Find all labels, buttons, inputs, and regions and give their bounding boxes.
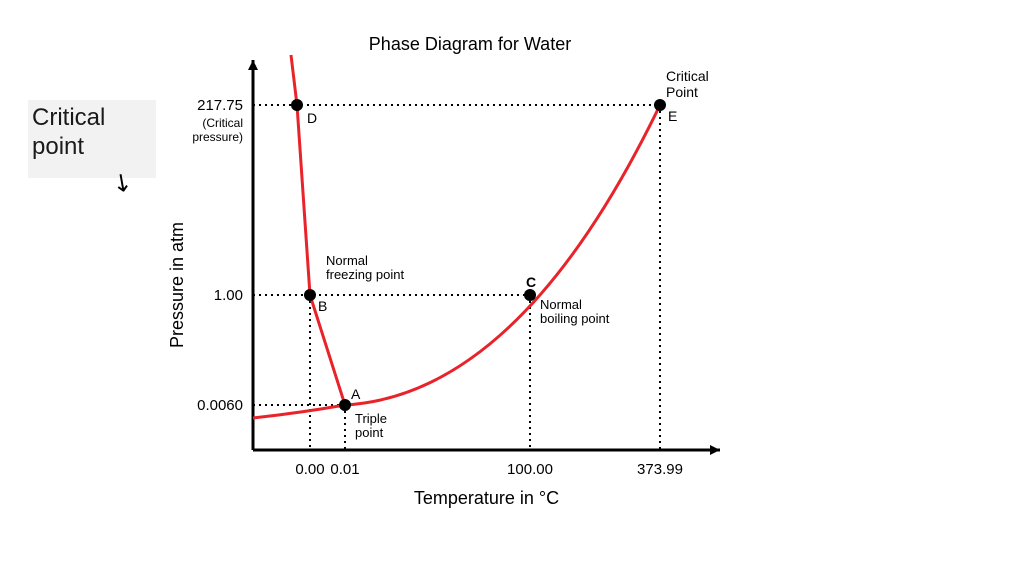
side-annotation-critical-point: Critical point [28,100,156,178]
label-triple-1: Triple [355,411,387,426]
ytick-2: 0.0060 [197,397,243,414]
label-triple-2: point [355,425,384,440]
label-nfp-2: freezing point [326,267,404,282]
x-axis-label: Temperature in °C [414,488,559,508]
ytick-1: 1.00 [214,287,243,304]
ytick-0: 217.75 [197,97,243,114]
label-crit-2: Point [666,84,698,100]
label-A: A [351,386,361,402]
ytick-sub1-0: (Critical [202,116,243,130]
point-A [339,399,351,411]
label-D: D [307,110,317,126]
point-D [291,99,303,111]
point-B [304,289,316,301]
label-nbp-2: boiling point [540,311,610,326]
label-nbp-1: Normal [540,297,582,312]
ytick-sub2-0: pressure) [192,130,243,144]
xtick-1: 0.01 [330,461,359,478]
point-C [524,289,536,301]
y-axis-arrow-icon [248,60,258,70]
x-axis-arrow-icon [710,445,720,455]
side-annotation-line2: point [32,133,152,162]
side-annotation-line1: Critical [32,104,152,133]
phase-diagram-svg: Phase Diagram for WaterABCDETriplepointN… [0,0,1024,576]
curve-solid-gas [253,405,345,418]
y-axis-label: Pressure in atm [167,222,187,348]
diagram-stage: { "title": "Phase Diagram for Water", "s… [0,0,1024,576]
xtick-2: 100.00 [507,461,553,478]
label-C: C [526,274,536,290]
label-crit-1: Critical [666,68,709,84]
curve-liquid-gas [345,105,660,405]
xtick-3: 373.99 [637,461,683,478]
label-B: B [318,298,327,314]
xtick-0: 0.00 [295,461,324,478]
point-E [654,99,666,111]
label-nfp-1: Normal [326,253,368,268]
label-E: E [668,108,677,124]
chart-title: Phase Diagram for Water [369,34,571,54]
